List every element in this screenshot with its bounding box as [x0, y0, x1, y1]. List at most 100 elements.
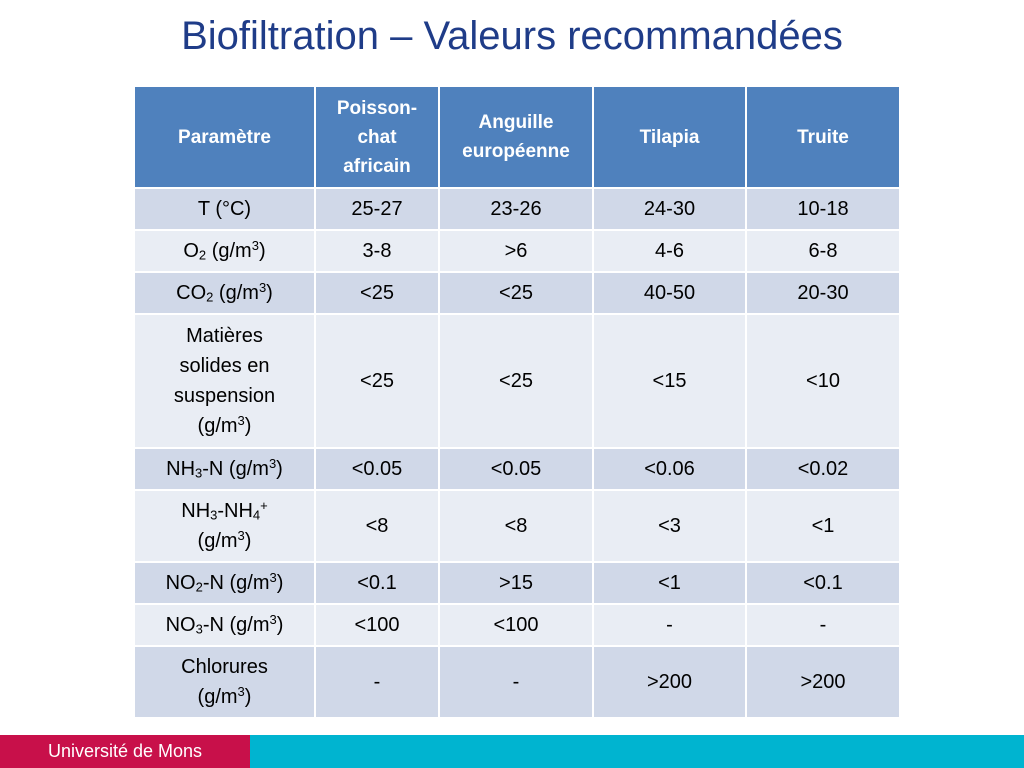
param-superscript: 3 [269, 569, 277, 585]
footer-bar: Université de Mons [0, 735, 1024, 768]
param-line: solides en [179, 355, 270, 377]
table-cell: - [745, 603, 901, 647]
table-cell: 6-8 [745, 229, 901, 273]
slide-title: Biofiltration – Valeurs recommandées [181, 14, 843, 58]
table-cell: 3-8 [314, 229, 440, 273]
param-line: Chlorures [181, 656, 268, 678]
param-subscript: 4 [252, 507, 261, 523]
param-text: -N (g/m [202, 458, 269, 480]
table-cell: <1 [745, 489, 901, 563]
param-superscript: 3 [237, 683, 245, 699]
param-o2: O2 (g/m3) [133, 229, 316, 273]
table-cell: <100 [438, 603, 594, 647]
header-line: européenne [462, 141, 570, 162]
table-cell: >6 [438, 229, 594, 273]
table-cell: <25 [314, 313, 440, 449]
param-superscript: 3 [237, 412, 245, 428]
table-row: NO2-N (g/m3) <0.1 >15 <1 <0.1 [133, 561, 901, 605]
param-subscript: 3 [195, 621, 203, 637]
param-subscript: 2 [195, 579, 203, 595]
table-header-row: Paramètre Poisson-chat africain Anguille e… [133, 85, 901, 189]
header-parametre: Paramètre [133, 85, 316, 189]
table-cell: <25 [314, 271, 440, 315]
table-cell: >200 [745, 645, 901, 719]
table-cell: <0.1 [745, 561, 901, 605]
header-line: Poisson- [336, 97, 418, 119]
table-row: NO3-N (g/m3) <100 <100 - - [133, 603, 901, 647]
table-cell: <0.05 [314, 447, 440, 491]
param-temperature: T (°C) [133, 187, 316, 231]
table-row: NH3-NH4+ (g/m3) <8 <8 <3 <1 [133, 489, 901, 563]
param-nh3-n: NH3-N (g/m3) [133, 447, 316, 491]
header-line: Truite [797, 126, 849, 148]
header-line: Anguille [478, 112, 554, 133]
table-row: CO2 (g/m3) <25 <25 40-50 20-30 [133, 271, 901, 315]
table-cell: - [592, 603, 747, 647]
param-superscript: 3 [237, 527, 245, 543]
table-cell: <0.02 [745, 447, 901, 491]
table-row: O2 (g/m3) 3-8 >6 4-6 6-8 [133, 229, 901, 273]
param-text: ) [258, 240, 266, 262]
table-cell: 20-30 [745, 271, 901, 315]
param-text: (g/m [197, 686, 238, 708]
param-text: CO [176, 282, 207, 304]
param-text: (g/m [213, 282, 259, 304]
param-text: (g/m [206, 240, 252, 262]
table-cell: <8 [438, 489, 594, 563]
table-row: Chlorures (g/m3) - - >200 >200 [133, 645, 901, 719]
param-text: ) [244, 686, 252, 708]
param-line: Matières [186, 325, 263, 347]
table-row: NH3-N (g/m3) <0.05 <0.05 <0.06 <0.02 [133, 447, 901, 491]
param-text: ) [276, 572, 284, 594]
table-cell: >200 [592, 645, 747, 719]
param-line: suspension [173, 385, 276, 407]
param-subscript: 2 [198, 247, 207, 263]
param-text: ) [244, 530, 252, 552]
param-text: ) [276, 614, 284, 636]
header-anguille-europeenne: Anguille européenne [438, 85, 594, 189]
param-co2: CO2 (g/m3) [133, 271, 316, 315]
table-cell: <8 [314, 489, 440, 563]
table-cell: <0.06 [592, 447, 747, 491]
param-text: ) [244, 415, 252, 437]
table-cell: 23-26 [438, 187, 594, 231]
param-text: NO [165, 572, 196, 594]
param-superscript: 3 [258, 279, 267, 295]
table-cell: <10 [745, 313, 901, 449]
param-nh3-nh4: NH3-NH4+ (g/m3) [133, 489, 316, 563]
header-tilapia: Tilapia [592, 85, 747, 189]
table-cell: - [438, 645, 594, 719]
table-cell: 24-30 [592, 187, 747, 231]
param-text: NH [166, 458, 196, 480]
table-cell: 10-18 [745, 187, 901, 231]
param-superscript: + [260, 497, 268, 513]
table-cell: <15 [592, 313, 747, 449]
param-chlorures: Chlorures (g/m3) [133, 645, 316, 719]
param-subscript: 2 [206, 289, 214, 305]
table-cell: 25-27 [314, 187, 440, 231]
table-cell: <0.05 [438, 447, 594, 491]
param-text: -NH [217, 500, 253, 522]
param-superscript: 3 [269, 611, 277, 627]
param-text: ) [266, 282, 273, 304]
table-cell: <25 [438, 271, 594, 315]
param-no3-n: NO3-N (g/m3) [133, 603, 316, 647]
table-cell: <0.1 [314, 561, 440, 605]
header-line: africain [343, 155, 411, 177]
table-cell: 40-50 [592, 271, 747, 315]
university-brand: Université de Mons [0, 735, 250, 768]
param-text: O [183, 240, 199, 262]
header-line: chat [357, 126, 397, 148]
recommended-values-table: Paramètre Poisson-chat africain Anguille e… [133, 85, 901, 719]
table-cell: <100 [314, 603, 440, 647]
header-poisson-chat-africain: Poisson-chat africain [314, 85, 440, 189]
param-text: NH [181, 500, 211, 522]
param-text: -N (g/m [202, 614, 270, 636]
param-text: -N (g/m [202, 572, 270, 594]
table-cell: <1 [592, 561, 747, 605]
table-row: T (°C) 25-27 23-26 24-30 10-18 [133, 187, 901, 231]
param-matieres-solides: Matières solides en suspension (g/m3) [133, 313, 316, 449]
header-truite: Truite [745, 85, 901, 189]
param-subscript: 3 [195, 465, 203, 481]
table-cell: <3 [592, 489, 747, 563]
